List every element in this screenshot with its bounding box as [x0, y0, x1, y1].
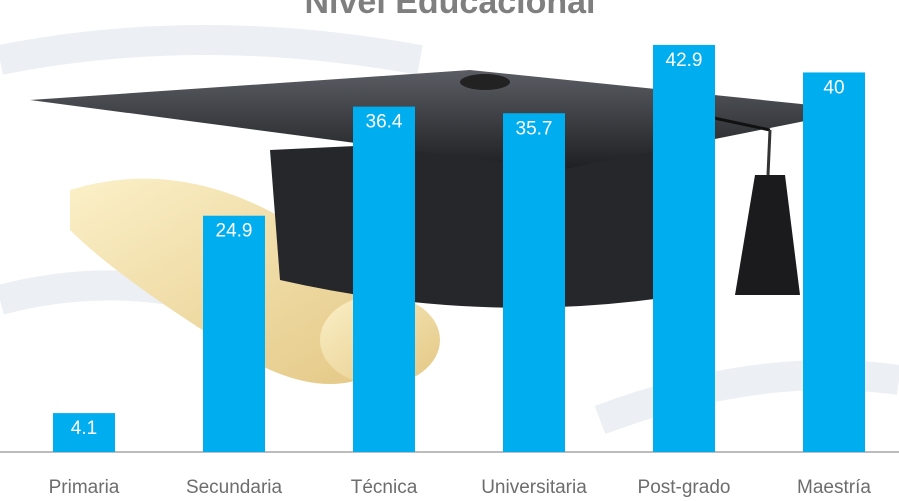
bar — [53, 413, 115, 452]
bar — [653, 44, 715, 452]
x-tick-label: Secundaria — [186, 477, 283, 498]
value-label: 24.9 — [216, 221, 253, 242]
bar — [803, 72, 865, 452]
x-tick-label: Post-grado — [638, 477, 731, 498]
value-label: 35.7 — [516, 118, 553, 139]
bar — [503, 113, 565, 452]
chart-title: Nivel Educacional — [305, 0, 596, 21]
x-tick-label: Técnica — [351, 477, 418, 498]
x-tick-label: Universitaria — [481, 477, 587, 498]
background-art — [0, 25, 899, 435]
value-label: 36.4 — [366, 112, 403, 133]
value-label: 40 — [823, 77, 844, 98]
value-label: 4.1 — [71, 418, 97, 439]
value-label: 42.9 — [666, 50, 703, 71]
x-tick-label: Primaria — [49, 477, 120, 498]
bar — [353, 106, 415, 453]
bar — [203, 215, 265, 452]
x-tick-label: Maestría — [797, 477, 871, 498]
